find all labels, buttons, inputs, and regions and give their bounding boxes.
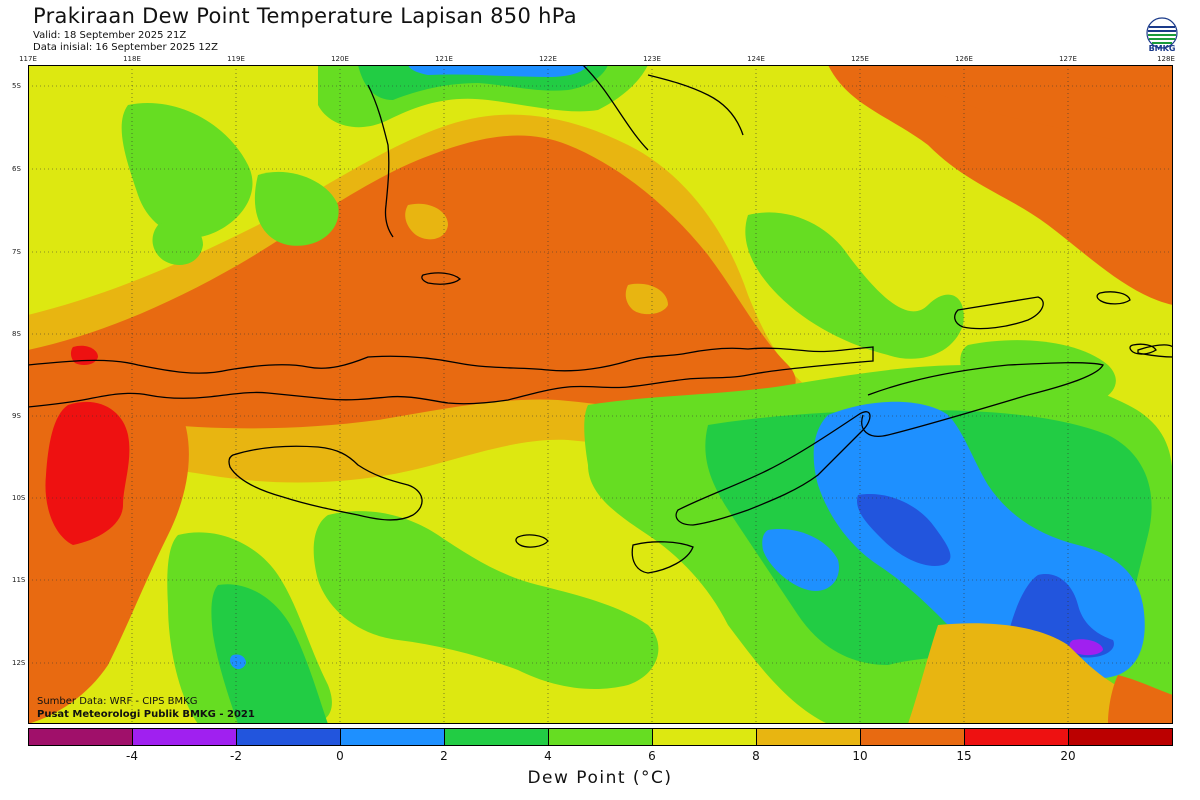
lon-label: 124E <box>747 55 765 63</box>
lon-label: 123E <box>643 55 661 63</box>
colorbar-tick: 10 <box>852 749 868 763</box>
lat-label: 9S <box>12 412 21 420</box>
colorbar-segment <box>29 729 133 745</box>
colorbar-segment <box>653 729 757 745</box>
bmkg-logo-text: BMKG <box>1148 44 1176 53</box>
dew-point-map <box>28 65 1173 724</box>
lat-label: 7S <box>12 248 21 256</box>
colorbar-segment <box>1069 729 1172 745</box>
coastlines <box>28 65 1173 574</box>
colorbar-tick: 4 <box>544 749 552 763</box>
colorbar <box>28 728 1173 746</box>
dew-point-field <box>28 65 1173 724</box>
lon-label: 125E <box>851 55 869 63</box>
colorbar-segment <box>237 729 341 745</box>
colorbar-tick: 6 <box>648 749 656 763</box>
map-title: Prakiraan Dew Point Temperature Lapisan … <box>33 4 577 28</box>
bmkg-globe-icon <box>1146 17 1178 49</box>
lon-label: 127E <box>1059 55 1077 63</box>
lat-label: 11S <box>12 576 26 584</box>
lon-label: 120E <box>331 55 349 63</box>
lon-label: 128E <box>1157 55 1175 63</box>
colorbar-tick: 20 <box>1060 749 1076 763</box>
init-time: Data inisial: 16 September 2025 12Z <box>33 42 218 53</box>
colorbar-tick: 15 <box>956 749 972 763</box>
colorbar-segment <box>445 729 549 745</box>
lat-label: 10S <box>12 494 26 502</box>
colorbar-tick: 8 <box>752 749 760 763</box>
publisher-credit: Pusat Meteorologi Publik BMKG - 2021 <box>37 709 255 720</box>
lon-label: 122E <box>539 55 557 63</box>
lon-label: 126E <box>955 55 973 63</box>
lon-label: 117E <box>19 55 37 63</box>
lat-label: 8S <box>12 330 21 338</box>
colorbar-segment <box>965 729 1069 745</box>
colorbar-segment <box>549 729 653 745</box>
colorbar-segment <box>133 729 237 745</box>
colorbar-title: Dew Point (°C) <box>527 768 673 788</box>
lon-label: 118E <box>123 55 141 63</box>
colorbar-segment <box>757 729 861 745</box>
colorbar-tick: -4 <box>126 749 138 763</box>
lat-label: 5S <box>12 82 21 90</box>
lon-label: 121E <box>435 55 453 63</box>
lon-label: 119E <box>227 55 245 63</box>
source-credit: Sumber Data: WRF - CIPS BMKG <box>37 696 198 707</box>
colorbar-segment <box>341 729 445 745</box>
colorbar-tick: 2 <box>440 749 448 763</box>
colorbar-segment <box>861 729 965 745</box>
lat-label: 12S <box>12 659 26 667</box>
lat-label: 6S <box>12 165 21 173</box>
colorbar-tick: 0 <box>336 749 344 763</box>
colorbar-tick: -2 <box>230 749 242 763</box>
valid-time: Valid: 18 September 2025 21Z <box>33 30 187 41</box>
